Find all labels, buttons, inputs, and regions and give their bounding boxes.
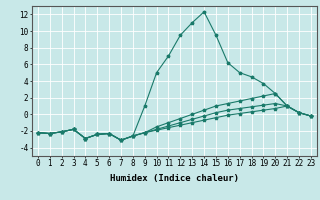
X-axis label: Humidex (Indice chaleur): Humidex (Indice chaleur) [110, 174, 239, 183]
